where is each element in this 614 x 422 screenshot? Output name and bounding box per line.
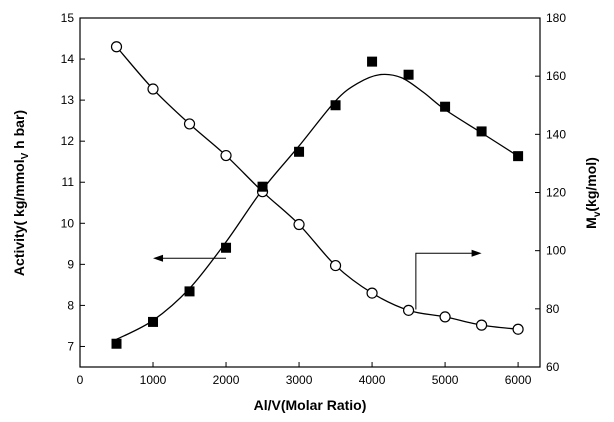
circle-marker xyxy=(220,149,232,162)
left-y-axis-title-subscript: V xyxy=(20,152,31,159)
right-y-tick-label: 80 xyxy=(546,302,560,316)
circle-marker xyxy=(366,287,378,299)
right-y-tick-label: 100 xyxy=(546,244,566,258)
square-marker xyxy=(367,56,378,67)
x-axis: 0 1000 2000 3000 4000 5000 6000 xyxy=(77,362,532,387)
circle-marker xyxy=(402,304,415,316)
series-markers xyxy=(110,41,524,349)
x-tick-label: 6000 xyxy=(505,373,532,387)
square-marker xyxy=(440,101,451,112)
circle-marker xyxy=(183,118,196,130)
arrow-1-head xyxy=(153,254,164,262)
left-y-axis-title-main: Activity( kg/mmol xyxy=(11,159,27,276)
annotation-arrows xyxy=(153,249,482,310)
plot-frame xyxy=(79,17,541,368)
right-y-tick-label: 60 xyxy=(546,360,560,374)
x-tick-label: 1000 xyxy=(140,373,167,387)
square-marker xyxy=(294,146,305,157)
square-marker xyxy=(221,242,232,253)
left-y-axis: 7 8 9 10 11 12 13 14 15 xyxy=(61,11,85,353)
x-tick-label: 0 xyxy=(77,373,84,387)
right-y-axis: 60 80 100 120 140 160 180 xyxy=(535,11,566,374)
right-y-tick-label: 120 xyxy=(546,186,566,200)
arrow-2-line xyxy=(415,252,474,310)
right-y-axis-title-subscript: v xyxy=(592,211,603,217)
x-tick-label: 2000 xyxy=(213,373,240,387)
right-y-axis-title: Mv(kg/mol) xyxy=(583,157,603,229)
left-y-tick-label: 8 xyxy=(67,298,74,312)
right-y-tick-label: 140 xyxy=(546,127,566,141)
left-y-tick-label: 12 xyxy=(61,134,75,148)
arrow-2-head xyxy=(471,249,482,257)
left-y-tick-label: 14 xyxy=(61,52,75,66)
circle-marker xyxy=(147,83,159,95)
circle-marker xyxy=(439,311,451,323)
left-y-tick-label: 15 xyxy=(61,11,75,25)
series-curves xyxy=(116,46,519,340)
square-marker xyxy=(184,286,195,297)
left-y-tick-label: 11 xyxy=(62,175,75,189)
x-tick-label: 5000 xyxy=(432,373,459,387)
circle-marker xyxy=(110,41,123,53)
circle-marker xyxy=(512,323,524,335)
square-marker xyxy=(513,151,524,162)
left-y-axis-title-tail: h bar) xyxy=(11,110,27,153)
right-y-axis-title-tail: (kg/mol) xyxy=(583,157,599,211)
left-y-tick-label: 9 xyxy=(67,257,74,271)
series-1-curve xyxy=(116,46,519,330)
x-tick-label: 3000 xyxy=(286,373,313,387)
x-axis-title: Al/V(Molar Ratio) xyxy=(254,397,367,413)
square-marker xyxy=(257,181,268,192)
x-tick-label: 4000 xyxy=(359,373,386,387)
left-y-tick-label: 10 xyxy=(61,216,75,230)
circle-marker xyxy=(475,319,488,331)
series-2-curve xyxy=(116,73,519,340)
circle-marker xyxy=(293,218,305,231)
square-marker xyxy=(476,126,487,137)
right-y-tick-label: 160 xyxy=(546,69,566,83)
square-marker xyxy=(111,338,122,349)
right-y-tick-label: 180 xyxy=(546,11,566,25)
left-y-axis-title: Activity( kg/mmolV h bar) xyxy=(11,110,31,276)
square-marker xyxy=(403,69,414,80)
right-y-axis-title-main: M xyxy=(583,217,599,229)
left-y-tick-label: 7 xyxy=(67,339,74,353)
circle-marker xyxy=(329,259,342,272)
left-y-tick-label: 13 xyxy=(61,93,75,107)
square-marker xyxy=(148,316,159,327)
square-marker xyxy=(330,100,341,111)
